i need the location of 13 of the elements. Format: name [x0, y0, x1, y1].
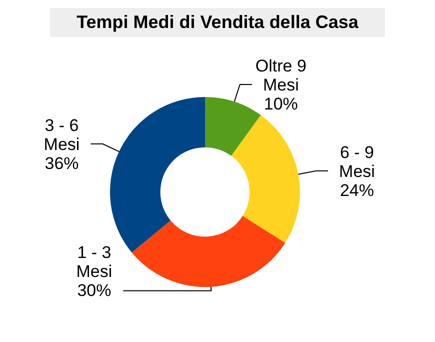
- data-label: 36%: [44, 154, 79, 173]
- slice-label: 1 - 3 Mesi: [76, 242, 112, 281]
- slice-label: 6 - 9 Mesi: [339, 142, 375, 181]
- slice-label: Oltre 9 Mesi: [255, 56, 306, 95]
- donut-slice: [205, 97, 261, 156]
- data-label: 30%: [77, 280, 112, 300]
- data-label: 10%: [264, 94, 298, 114]
- data-label: 24%: [340, 180, 374, 200]
- chart-title: Tempi Medi di Vendita della Casa: [50, 8, 385, 37]
- slice-label: 3 - 6 Mesi: [44, 116, 80, 154]
- donut-slice: [110, 97, 205, 253]
- donut-slice: [132, 216, 286, 287]
- donut-slice: [231, 115, 300, 243]
